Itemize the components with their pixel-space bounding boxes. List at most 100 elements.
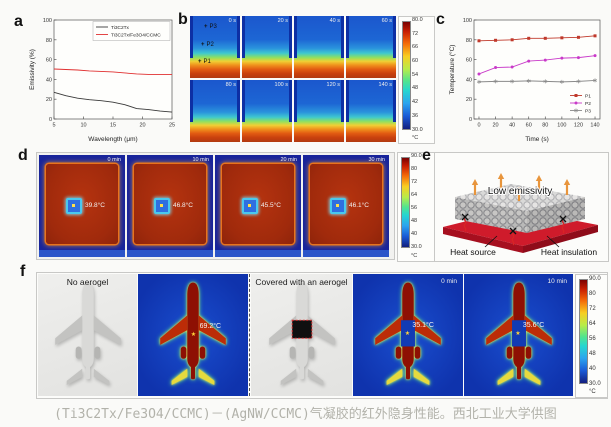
panel-a-label: a xyxy=(14,13,23,30)
mechanism-illustration: Low emissivity Heat source Heat insulati… xyxy=(434,152,609,262)
hot-plate-region xyxy=(222,164,294,244)
spot-temperature: 45.5°C xyxy=(261,202,281,209)
colorbar-ticks: 80.0 72 66 60 54 48 42 36 30.0 xyxy=(412,17,423,133)
svg-text:25: 25 xyxy=(169,123,175,129)
colorbar-b: 80.0 72 66 60 54 48 42 36 30.0 °C xyxy=(398,16,435,144)
heat-insulation-pointer xyxy=(546,235,560,248)
panel-d-label: d xyxy=(18,147,28,164)
svg-text:120: 120 xyxy=(574,123,583,129)
measure-star-icon: ★ xyxy=(190,332,197,339)
divider xyxy=(249,274,250,396)
time-tag: 0 min xyxy=(441,278,457,285)
aerogel-cool-spot xyxy=(330,198,346,214)
point-marker: + P1 xyxy=(198,59,211,65)
colorbar-ticks: 90.0 80 72 64 56 48 40 30.0 xyxy=(589,276,601,387)
heat-source-label: Heat source xyxy=(450,247,496,257)
svg-text:140: 140 xyxy=(590,123,599,129)
svg-text:100: 100 xyxy=(557,123,566,129)
time-tag: 140 s xyxy=(378,82,392,88)
hot-plate-region xyxy=(134,164,206,244)
temperature-readout: 35.1°C xyxy=(412,321,434,329)
aerogel-schematic: Low emissivity Heat source Heat insulati… xyxy=(443,173,598,257)
point-marker: + P2 xyxy=(201,42,214,48)
svg-text:40: 40 xyxy=(46,77,52,83)
svg-text:80: 80 xyxy=(542,123,548,129)
colorbar-ticks: 90.0 80 72 64 56 48 40 30.0 xyxy=(411,153,422,251)
panel-f-label: f xyxy=(20,263,26,280)
colorbar-unit: °C xyxy=(589,389,596,395)
point-marker: + P3 xyxy=(204,24,217,30)
heat-source-pointer xyxy=(484,235,498,248)
thermal-frame: 120 s xyxy=(294,80,344,142)
thermal-frame: 100 s xyxy=(242,80,292,142)
svg-text:0: 0 xyxy=(49,117,52,123)
aerogel-cool-spot xyxy=(154,198,170,214)
time-tag: 10 min xyxy=(547,278,567,285)
airplane-thermal-no-aerogel: ★ 69.2°C xyxy=(138,274,248,396)
thermal-frame: 40 s xyxy=(294,16,344,78)
svg-text:Ti3C2Tx/Fe3O4/CCMC: Ti3C2Tx/Fe3O4/CCMC xyxy=(111,33,161,39)
emission-arrows xyxy=(471,173,571,201)
time-tag: 60 s xyxy=(381,18,392,24)
svg-text:Time (s): Time (s) xyxy=(525,136,549,143)
airplane-photo-no-aerogel: No aerogel xyxy=(38,274,137,396)
temperature-readout: 35.6°C xyxy=(522,321,545,329)
time-tag: 80 s xyxy=(225,82,236,88)
panel-b-label: b xyxy=(178,11,188,28)
panel-c-label: c xyxy=(436,11,445,28)
temperature-chart: 0 20 40 60 80 100 120 140 0 20 40 60 80 100 Time (s) Te… xyxy=(448,18,601,143)
time-tag: 40 s xyxy=(329,18,340,24)
photo-title: No aerogel xyxy=(66,277,109,287)
emissivity-chart: 5 10 15 20 25 0 20 40 60 80 100 Wavelength (μm) Emis… xyxy=(29,18,175,143)
panel-e-label: e xyxy=(422,147,431,164)
time-tag: 0 s xyxy=(228,18,236,24)
svg-text:20: 20 xyxy=(46,97,52,103)
aerogel-front-face xyxy=(455,197,527,233)
svg-text:P3: P3 xyxy=(585,109,591,115)
spot-temperature: 46.1°C xyxy=(349,202,369,209)
aerogel-cool-spot xyxy=(66,198,82,214)
photo-title: Covered with an aerogel xyxy=(255,277,348,287)
colorbar-unit: °C xyxy=(411,253,418,259)
cool-covered-region xyxy=(511,320,526,347)
svg-text:0: 0 xyxy=(469,117,472,123)
svg-text:P2: P2 xyxy=(585,101,591,107)
low-emissivity-label: Low emissivity xyxy=(488,186,552,197)
cool-covered-region xyxy=(401,320,415,347)
colorbar-f: 90.0 80 72 64 56 48 40 30.0 °C xyxy=(575,274,608,398)
heat-insulation-label: Heat insulation xyxy=(541,247,598,257)
svg-text:15: 15 xyxy=(110,123,116,129)
svg-text:100: 100 xyxy=(463,18,472,24)
colorbar-gradient xyxy=(579,279,588,384)
spot-temperature: 46.8°C xyxy=(173,202,193,209)
thermal-frame: 10 min 46.8°C xyxy=(127,155,213,257)
colorbar-d: 90.0 80 72 64 56 48 40 30.0 °C xyxy=(397,152,435,262)
svg-text:0: 0 xyxy=(477,123,480,129)
svg-text:80: 80 xyxy=(466,38,472,44)
thermal-frame: 0 s + P3 + P2 + P1 xyxy=(190,16,240,78)
figure-caption: (Ti3C2Tx/Fe3O4/CCMC)－(AgNW/CCMC)气凝胶的红外隐身… xyxy=(54,407,557,422)
svg-text:60: 60 xyxy=(526,123,532,129)
time-tag: 0 min xyxy=(107,157,121,163)
svg-text:Temperature (°C): Temperature (°C) xyxy=(448,45,456,95)
spot-temperature: 39.8°C xyxy=(85,202,105,209)
thermal-sequence-d: 0 min 39.8°C 10 min 46.8°C 20 min 45.5°C… xyxy=(36,152,395,260)
blocked-heat-arrows xyxy=(461,213,567,246)
hot-plate-region xyxy=(46,164,118,244)
time-tag: 20 s xyxy=(277,18,288,24)
aerogel-patch xyxy=(291,319,312,339)
time-tag: 120 s xyxy=(326,82,340,88)
svg-text:20: 20 xyxy=(466,97,472,103)
thermal-frame: 60 s xyxy=(346,16,396,78)
aerogel-cool-spot xyxy=(242,198,258,214)
svg-text:40: 40 xyxy=(466,77,472,83)
measure-star-icon: ★ xyxy=(404,331,411,338)
airplane-photo-covered: Covered with an aerogel xyxy=(251,274,352,396)
measure-star-icon: ★ xyxy=(515,331,521,338)
hot-plate-region xyxy=(310,164,382,244)
svg-text:20: 20 xyxy=(139,123,145,129)
svg-text:Ti3C2Tx: Ti3C2Tx xyxy=(111,25,130,31)
colorbar-gradient xyxy=(401,157,410,248)
svg-text:10: 10 xyxy=(80,123,86,129)
